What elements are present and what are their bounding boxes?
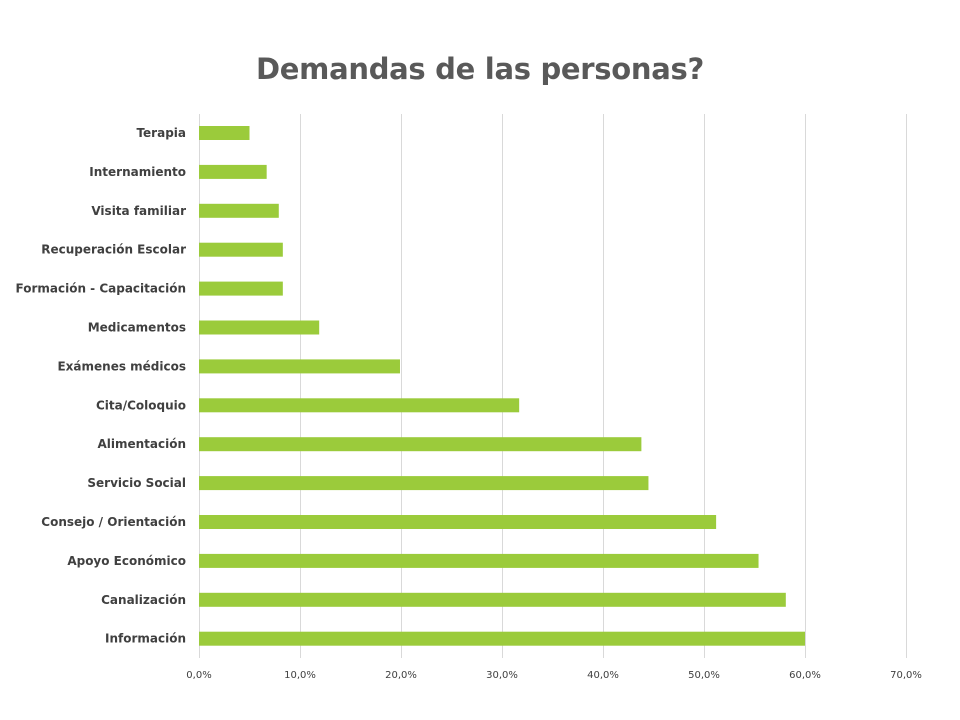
bar-2 [199, 203, 279, 218]
bar-5 [199, 320, 320, 335]
bar-4 [199, 281, 283, 296]
bar-12 [199, 592, 786, 607]
bar-13 [199, 631, 805, 646]
bar-9 [199, 476, 649, 491]
category-label-6: Exámenes médicos [57, 359, 186, 373]
x-tick-label-5: 50,0% [688, 670, 720, 681]
x-tick-label-0: 0,0% [186, 670, 211, 681]
bar-0 [199, 126, 250, 140]
bar-11 [199, 553, 759, 568]
category-label-0: Terapia [136, 126, 186, 140]
bar-6 [199, 359, 400, 374]
bar-8 [199, 437, 642, 452]
x-tick-label-7: 70,0% [890, 670, 922, 681]
category-label-7: Cita/Coloquio [96, 398, 186, 412]
category-label-9: Servicio Social [87, 476, 186, 490]
x-tick-label-3: 30,0% [486, 670, 518, 681]
x-tick-label-6: 60,0% [789, 670, 821, 681]
category-label-10: Consejo / Orientación [41, 515, 186, 529]
category-label-13: Información [105, 632, 186, 646]
category-label-3: Recuperación Escolar [41, 243, 186, 257]
bar-3 [199, 242, 283, 257]
category-label-4: Formación - Capacitación [16, 282, 187, 296]
bar-10 [199, 515, 717, 529]
category-label-12: Canalización [101, 593, 186, 607]
category-label-11: Apoyo Económico [67, 554, 186, 568]
x-tick-label-4: 40,0% [587, 670, 619, 681]
bar-7 [199, 398, 520, 413]
category-label-1: Internamiento [89, 165, 186, 179]
x-tick-label-2: 20,0% [385, 670, 417, 681]
category-label-5: Medicamentos [88, 321, 186, 335]
category-label-2: Visita familiar [91, 204, 186, 218]
bar-1 [199, 164, 267, 179]
category-label-8: Alimentación [97, 437, 186, 451]
chart-title: Demandas de las personas? [256, 52, 704, 86]
x-tick-label-1: 10,0% [284, 670, 316, 681]
